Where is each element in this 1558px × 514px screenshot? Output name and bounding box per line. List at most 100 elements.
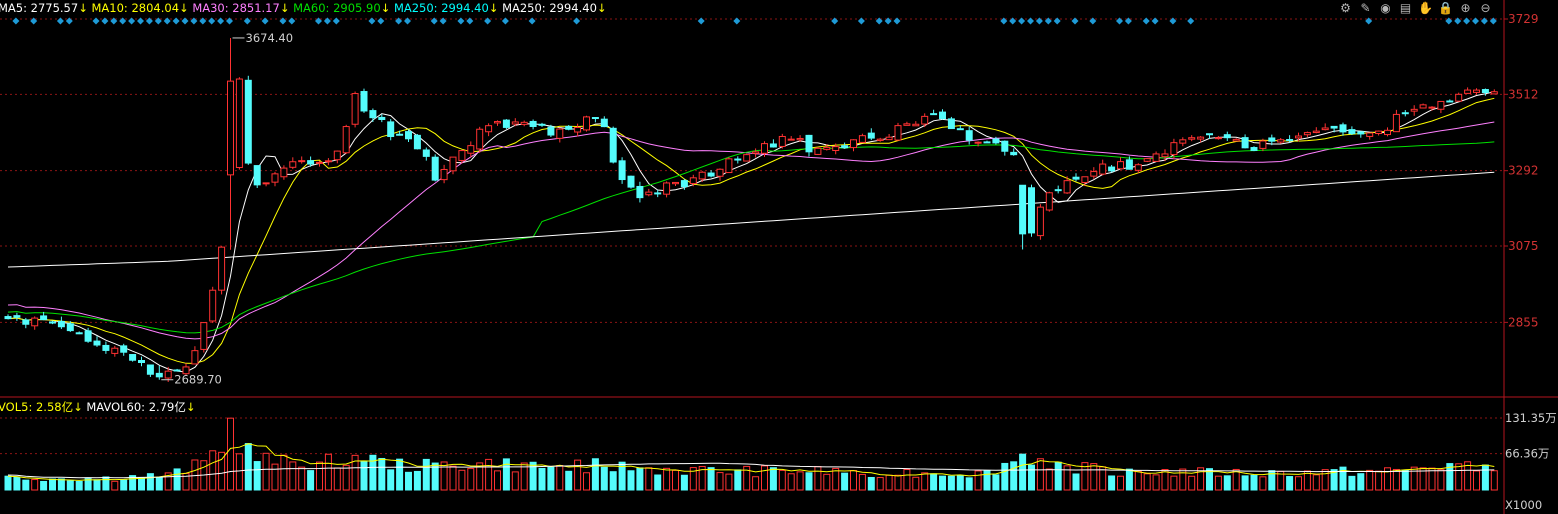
candle-body [663, 182, 671, 195]
tools-icon[interactable]: ▤ [1399, 1, 1412, 15]
volume-bar [769, 467, 777, 491]
eye-icon[interactable]: ◉ [1380, 1, 1391, 15]
candle [538, 122, 546, 127]
candle-body [645, 191, 653, 196]
candle [1072, 173, 1080, 182]
candle [40, 311, 48, 321]
candle-body [734, 158, 742, 161]
signal-marker [137, 17, 144, 25]
volume-bar [502, 458, 510, 491]
legend-arrow: ↓ [280, 1, 293, 15]
hand-icon[interactable]: ✋ [1418, 1, 1433, 15]
volume-bar [743, 465, 751, 491]
volume-bar [1161, 469, 1169, 491]
volume-bar [645, 467, 653, 491]
candle [716, 168, 724, 181]
signal-marker [404, 17, 411, 25]
candle-body [1250, 147, 1258, 151]
candle [1063, 176, 1071, 194]
draw-icon[interactable]: ✎ [1360, 1, 1371, 15]
volume-bar [689, 467, 697, 491]
lock-icon[interactable]: 🔒 [1438, 1, 1453, 15]
candle [413, 134, 421, 150]
volume-bar [583, 472, 590, 491]
candle [645, 188, 653, 197]
candle-body [858, 135, 866, 143]
volume-bar [1054, 461, 1062, 491]
candle-body [93, 340, 101, 346]
candle [1054, 185, 1062, 194]
volume-bar [173, 468, 181, 491]
candle [200, 322, 208, 353]
candle [1490, 89, 1498, 95]
zoom-in-icon[interactable]: ⊕ [1460, 1, 1471, 15]
candle-body [440, 168, 448, 181]
legend-arrow: ↓ [381, 1, 394, 15]
volume-bar [1437, 469, 1445, 491]
candle-body [333, 150, 341, 161]
candle-body [146, 364, 154, 375]
candle-body [520, 121, 528, 125]
candle-body [351, 93, 359, 125]
volume-bar [1090, 463, 1098, 491]
candle-body [609, 127, 617, 163]
settings-icon[interactable]: ⚙ [1340, 1, 1351, 15]
legend-vol-item: MAVOL60: 2.79亿 [86, 400, 185, 414]
candle [1241, 134, 1249, 149]
candlesticks [4, 37, 1498, 383]
candle-body [1339, 124, 1347, 133]
volume-bar [974, 470, 982, 491]
signal-marker [154, 17, 162, 25]
candle [476, 126, 484, 153]
volume-bar [529, 461, 537, 491]
volume-bar [1473, 470, 1480, 491]
candle [921, 113, 929, 128]
volume-bar [1036, 458, 1044, 491]
signal-marker [145, 17, 153, 25]
candle-body [40, 315, 48, 321]
candle-body [4, 316, 12, 320]
volume-bar [1490, 470, 1498, 491]
candle [129, 354, 137, 362]
volume-bar [316, 461, 323, 491]
candle [431, 154, 439, 182]
legend-arrow: ↓ [78, 1, 91, 15]
candle-body [22, 319, 30, 325]
volume-bar [40, 480, 48, 491]
price-axis: 3729 3512 3292 3075 2855 131.35万 66.36万 X1000 [1503, 0, 1557, 514]
candle-body [84, 330, 92, 342]
candle-body [13, 315, 21, 318]
candle-body [1375, 130, 1383, 135]
candle-body [227, 80, 234, 176]
candle [1419, 103, 1427, 109]
candle-body [1108, 166, 1116, 172]
candle [583, 115, 590, 132]
candle [1250, 146, 1258, 152]
legend-ma-item: MA250: 2994.40 [502, 1, 597, 15]
signal-marker [857, 17, 865, 25]
signal-marker [119, 17, 127, 25]
candle-body [467, 145, 475, 154]
volume-bar [680, 474, 688, 491]
candle [253, 165, 261, 188]
candle [912, 121, 920, 127]
volume-bar [1143, 473, 1151, 491]
signal-marker [395, 17, 403, 25]
volume-bar [1170, 475, 1178, 491]
signal-marker [457, 17, 465, 25]
signal-marker [1053, 17, 1061, 25]
candle [885, 133, 893, 141]
candle [396, 130, 404, 136]
volume-bar [84, 478, 92, 491]
candle-body [1161, 153, 1169, 158]
volume-bar [1134, 470, 1142, 491]
candle [1134, 163, 1142, 174]
candle-body [155, 372, 163, 378]
volume-bar [227, 417, 234, 491]
zoom-out-icon[interactable]: ⊖ [1480, 1, 1491, 15]
candle-body [138, 360, 145, 364]
signal-marker [101, 17, 109, 25]
candle [974, 141, 982, 147]
volume-bar [146, 473, 154, 491]
